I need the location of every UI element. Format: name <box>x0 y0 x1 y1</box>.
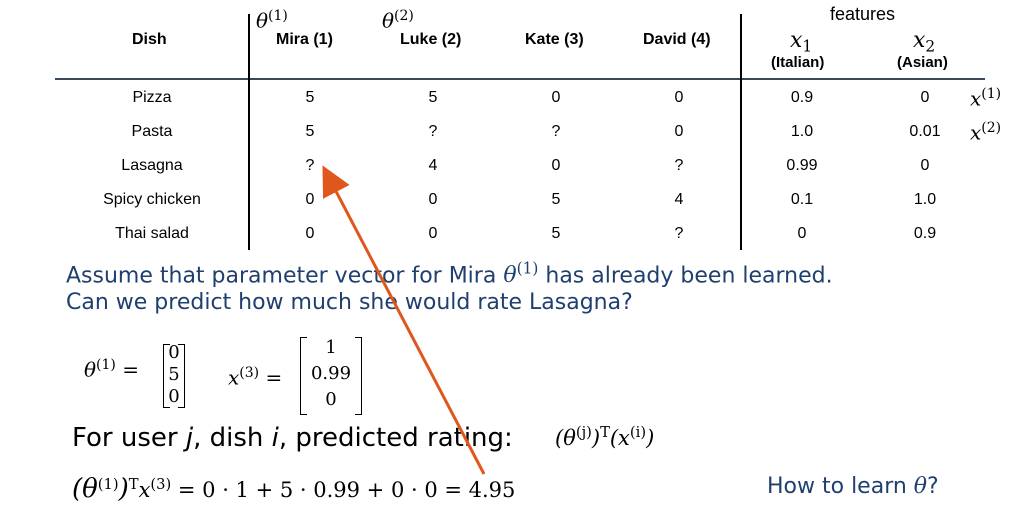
row-dish: Thai salad <box>115 225 189 242</box>
theta-vector: 0 5 0 <box>163 342 185 408</box>
how-to-learn-question: How to learn θ? <box>767 474 939 499</box>
header-theta1: θ(1) <box>256 8 288 33</box>
cell-x2: 0.9 <box>913 225 937 242</box>
cell-x1: 1.0 <box>790 123 814 140</box>
cell-mira: 5 <box>305 89 315 106</box>
prediction-formula: (θ(j))T(x(i)) <box>555 424 655 451</box>
assume-line-2: Can we predict how much she would rate L… <box>66 290 633 315</box>
row-dish: Spicy chicken <box>103 191 201 208</box>
x-value: 0 <box>325 389 337 410</box>
row-dish: Pizza <box>132 89 172 106</box>
theta-vector-lhs: θ(1) = <box>84 357 140 382</box>
table-divider-left <box>248 14 250 250</box>
cell-luke: 5 <box>428 89 438 106</box>
cell-x2: 1.0 <box>913 191 937 208</box>
theta-value: 0 <box>168 386 180 407</box>
row-label-x2: x(2) <box>970 120 1002 145</box>
cell-x1: 0.99 <box>786 157 818 174</box>
cell-x1: 0.1 <box>790 191 814 208</box>
header-luke: Luke (2) <box>400 31 462 48</box>
x-vector: 1 0.99 0 <box>300 337 362 415</box>
header-david: David (4) <box>643 31 711 48</box>
cell-david: 0 <box>674 123 684 140</box>
header-x1: x1 <box>790 28 813 56</box>
header-dish: Dish <box>132 31 167 48</box>
cell-luke: 0 <box>428 191 438 208</box>
cell-x2: 0 <box>920 89 930 106</box>
cell-x2: 0.01 <box>909 123 941 140</box>
x-vector-lhs: x(3) = <box>228 365 283 390</box>
header-x1-name: (Italian) <box>771 54 825 71</box>
cell-kate: 5 <box>551 225 561 242</box>
cell-david: ? <box>674 225 684 242</box>
cell-mira: ? <box>305 157 315 174</box>
row-dish: Lasagna <box>121 157 183 174</box>
table-header-rule <box>55 78 985 80</box>
features-label: features <box>830 4 896 24</box>
cell-kate: 0 <box>551 157 561 174</box>
cell-mira: 0 <box>305 191 315 208</box>
cell-kate: 5 <box>551 191 561 208</box>
cell-luke: ? <box>428 123 438 140</box>
cell-luke: 4 <box>428 157 438 174</box>
cell-x1: 0.9 <box>790 89 814 106</box>
cell-david: 0 <box>674 89 684 106</box>
cell-mira: 5 <box>305 123 315 140</box>
x-value: 1 <box>325 337 337 358</box>
header-kate: Kate (3) <box>525 31 584 48</box>
cell-david: 4 <box>674 191 684 208</box>
cell-kate: 0 <box>551 89 561 106</box>
row-label-x1: x(1) <box>970 86 1002 111</box>
row-dish: Pasta <box>131 123 173 140</box>
theta-value: 5 <box>168 364 180 385</box>
header-mira: Mira (1) <box>276 31 333 48</box>
arrow-line <box>322 165 486 475</box>
theta-value: 0 <box>168 342 180 363</box>
header-theta2: θ(2) <box>382 8 414 33</box>
cell-x1: 0 <box>797 225 807 242</box>
cell-luke: 0 <box>428 225 438 242</box>
assume-line-1: Assume that parameter vector for Mira θ(… <box>66 260 833 289</box>
prediction-label: For user j, dish i, predicted rating: <box>72 423 513 453</box>
computation-formula: (θ(1))Tx(3) = 0 · 1 + 5 · 0.99 + 0 · 0 =… <box>72 474 516 504</box>
cell-mira: 0 <box>305 225 315 242</box>
cell-david: ? <box>674 157 684 174</box>
table-divider-right <box>740 14 742 250</box>
header-x2: x2 <box>913 28 936 56</box>
header-x2-name: (Asian) <box>897 54 948 71</box>
cell-kate: ? <box>551 123 561 140</box>
cell-x2: 0 <box>920 157 930 174</box>
x-value: 0.99 <box>310 363 352 384</box>
